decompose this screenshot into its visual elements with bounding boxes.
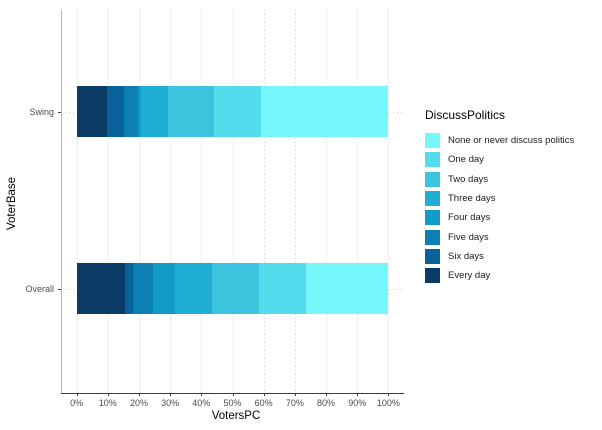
vertical-gridline [170, 10, 172, 393]
x-tick-mark [294, 393, 296, 396]
bar-segment [168, 86, 214, 137]
legend-item: Every day [425, 266, 602, 285]
legend-item: One day [425, 150, 602, 169]
legend-label: Three days [448, 193, 496, 205]
legend-title: DiscussPolitics [425, 108, 506, 122]
x-tick-label: 80% [317, 398, 336, 408]
legend-label: Two days [448, 173, 489, 185]
x-tick-label: 90% [348, 398, 367, 408]
legend-label: Five days [448, 231, 489, 243]
bar-segment [107, 86, 125, 137]
legend-swatch [425, 229, 440, 245]
vertical-gridline [388, 10, 390, 393]
legend: DiscussPolitics None or never discuss po… [404, 108, 602, 285]
bar-segment [174, 263, 212, 314]
vertical-gridline [107, 10, 109, 393]
legend-item: Six days [425, 247, 602, 266]
x-tick-mark [107, 393, 109, 396]
bar-segment [125, 263, 133, 314]
vertical-gridline [76, 10, 78, 393]
legend-item: Five days [425, 227, 602, 246]
legend-swatch [425, 191, 440, 207]
x-tick-mark [232, 393, 234, 396]
x-tick-label: 60% [254, 398, 273, 408]
bar-swing [76, 86, 389, 137]
x-axis-title: VotersPC [211, 410, 261, 422]
vertical-gridline [357, 10, 359, 393]
x-tick-label: 50% [223, 398, 242, 408]
y-axis-line [61, 10, 62, 393]
x-tick-mark [326, 393, 328, 396]
bar-segment [133, 263, 153, 314]
y-tick-mark [58, 111, 61, 113]
legend-swatch [425, 248, 440, 264]
x-tick-mark [170, 393, 172, 396]
vertical-gridline [326, 10, 328, 393]
vertical-gridline [201, 10, 203, 393]
x-tick-mark [138, 393, 140, 396]
legend-swatch [425, 152, 440, 168]
bar-segment [124, 86, 139, 137]
x-tick-label: 100% [376, 398, 400, 408]
legend-item: None or never discuss politics [425, 131, 602, 150]
y-tick-mark [58, 288, 61, 290]
bar-segment [211, 263, 260, 314]
vertical-gridline [294, 10, 296, 393]
legend-swatch [425, 268, 440, 284]
x-tick-mark [357, 393, 359, 396]
legend-label: Six days [448, 250, 484, 262]
x-tick-label: 30% [161, 398, 180, 408]
legend-items: None or never discuss politics One day Two… [404, 131, 602, 285]
legend-swatch [425, 171, 440, 187]
bar-segment [141, 86, 169, 137]
bar-segment [306, 263, 389, 314]
legend-item: Three days [425, 189, 602, 208]
vertical-gridline [263, 10, 265, 393]
x-tick-label: 10% [98, 398, 117, 408]
y-tick-label: Overall [25, 283, 54, 294]
x-tick-label: 0% [70, 398, 84, 408]
bar-segment [76, 263, 126, 314]
legend-label: None or never discuss politics [448, 135, 575, 147]
bar-segment [152, 263, 175, 314]
legend-label: Four days [448, 212, 491, 224]
bar-segment [76, 86, 108, 137]
vertical-gridline [232, 10, 234, 393]
bar-segment [259, 263, 307, 314]
legend-swatch [425, 210, 440, 226]
x-tick-label: 20% [129, 398, 148, 408]
x-tick-mark [201, 393, 203, 396]
bar-segment [213, 86, 261, 137]
x-tick-label: 40% [192, 398, 211, 408]
legend-item: Two days [425, 170, 602, 189]
legend-swatch [425, 133, 440, 149]
legend-item: Four days [425, 208, 602, 227]
bar-overall [76, 263, 389, 314]
x-tick-mark [76, 393, 78, 396]
y-axis-title: VoterBase [6, 176, 18, 230]
y-tick-label: Swing [29, 106, 54, 117]
legend-label: One day [448, 154, 484, 166]
x-tick-label: 70% [285, 398, 304, 408]
bar-segment [260, 86, 389, 137]
legend-label: Every day [448, 270, 491, 282]
bar-segment [138, 86, 142, 137]
x-tick-mark [263, 393, 265, 396]
x-tick-mark [388, 393, 390, 396]
vertical-gridline [138, 10, 140, 393]
